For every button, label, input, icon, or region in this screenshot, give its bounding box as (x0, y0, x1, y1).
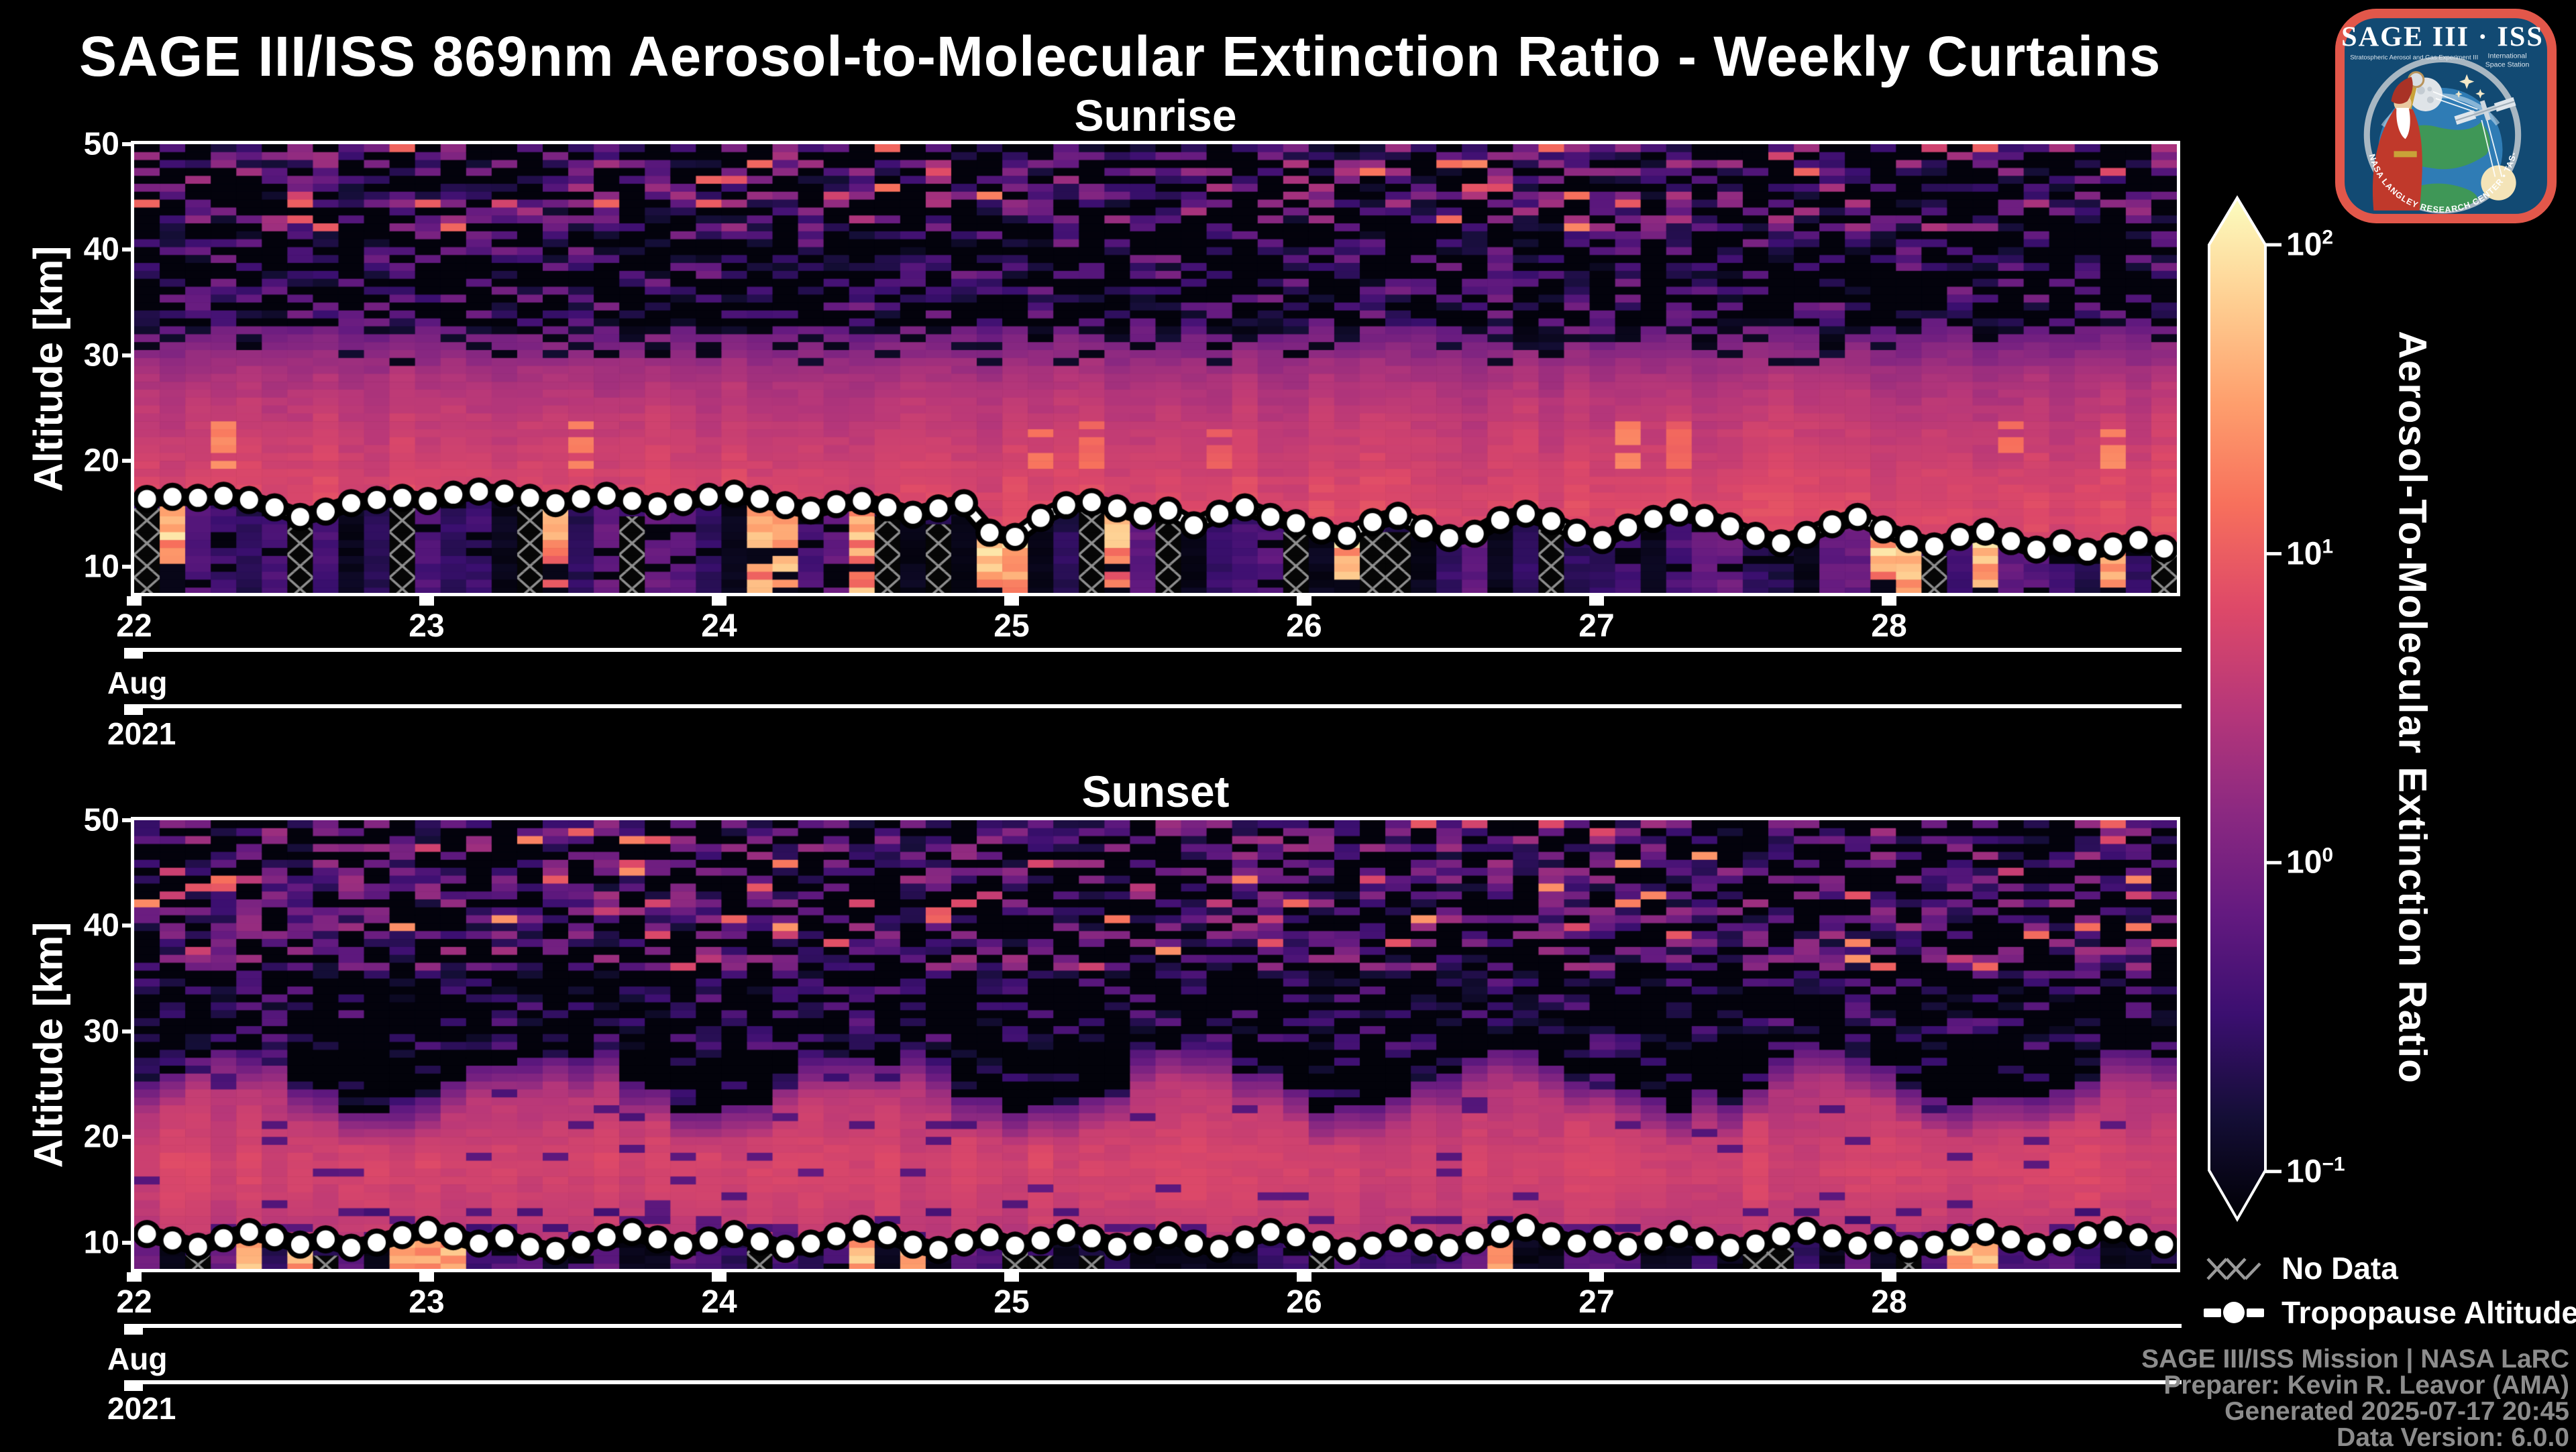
footer-line: SAGE III/ISS Mission | NASA LaRC (2141, 1345, 2569, 1374)
legend-tropopause-label: Tropopause Altitude (2282, 1295, 2576, 1330)
x-tick-label: 22 (116, 1284, 152, 1320)
colorbar-tick-label: 102 (2286, 226, 2334, 263)
sunrise-year-axis-line (124, 704, 2182, 708)
x-tick-label: 26 (1286, 1284, 1322, 1320)
sunrise-panel-title: Sunrise (1074, 91, 1237, 140)
y-tick-label: 10 (83, 1225, 119, 1261)
y-tick-label: 10 (83, 549, 119, 585)
y-tick-label: 40 (83, 907, 119, 944)
y-tick-label: 20 (83, 1119, 119, 1155)
y-tick-label: 30 (83, 337, 119, 374)
logo-subtitle-right-1: International (2488, 52, 2527, 60)
colorbar-gradient-arrow (2208, 195, 2267, 1223)
x-tick-label: 25 (994, 1284, 1030, 1320)
logo-stars (2455, 74, 2485, 99)
logo-subtitle-left: Stratospheric Aerosol and Gas Experiment… (2350, 54, 2478, 61)
x-tick-mark (1004, 1272, 1019, 1282)
y-tick-mark (122, 1135, 132, 1139)
x-tick-label: 27 (1578, 608, 1615, 644)
x-tick-mark (1004, 596, 1019, 606)
logo-wizard (2372, 71, 2425, 211)
mission-logo: SAGE III · ISS Stratospheric Aerosol and… (2333, 8, 2557, 223)
sunset-year-axis-line (124, 1380, 2182, 1384)
colorbar-tick-marks (2265, 243, 2282, 1174)
y-tick-mark (122, 924, 132, 928)
x-tick-label: 23 (409, 608, 445, 644)
x-tick-label: 27 (1578, 1284, 1615, 1320)
sunrise-month-axis-line (124, 648, 2182, 652)
y-tick-mark (122, 142, 132, 146)
no-data-hatch-icon (2204, 1249, 2264, 1287)
sunset-month-label: Aug (107, 1341, 168, 1376)
y-tick-mark (122, 818, 132, 822)
sunset-year-label: 2021 (107, 1391, 176, 1426)
x-tick-mark (1882, 1272, 1896, 1282)
sunrise-heatmap (131, 141, 2180, 596)
legend-tropopause: Tropopause Altitude (2204, 1293, 2576, 1332)
y-tick-label: 20 (83, 443, 119, 479)
x-tick-mark (1589, 596, 1604, 606)
y-tick-label: 50 (83, 802, 119, 838)
x-tick-label: 22 (116, 608, 152, 644)
logo-iss (2454, 97, 2516, 125)
sunrise-year-label: 2021 (107, 716, 176, 751)
logo-sun (2481, 165, 2516, 201)
x-tick-label: 26 (1286, 608, 1322, 644)
x-tick-label: 24 (701, 1284, 737, 1320)
footer-credits: SAGE III/ISS Mission | NASA LaRC Preparer… (2141, 1346, 2569, 1451)
colorbar-tick-label: 100 (2286, 844, 2334, 881)
sunrise-month-label: Aug (107, 665, 168, 700)
x-tick-mark (127, 596, 142, 606)
colorbar (2208, 195, 2282, 1223)
sunset-panel-title: Sunset (1081, 767, 1230, 816)
sunset-heatmap (131, 817, 2180, 1272)
logo-title: SAGE III · ISS (2341, 21, 2544, 52)
x-tick-mark (1589, 1272, 1604, 1282)
x-tick-mark (712, 596, 727, 606)
legend-no-data-label: No Data (2282, 1251, 2398, 1286)
x-tick-mark (1882, 596, 1896, 606)
x-tick-mark (127, 1272, 142, 1282)
x-tick-label: 28 (1871, 1284, 1907, 1320)
legend-no-data: No Data (2204, 1249, 2398, 1288)
y-tick-mark (122, 353, 132, 357)
colorbar-tick-label: 10−1 (2286, 1153, 2345, 1190)
y-tick-mark (122, 1240, 132, 1245)
footer-line: Preparer: Kevin R. Leavor (AMA) (2163, 1371, 2569, 1400)
x-tick-label: 28 (1871, 608, 1907, 644)
colorbar-tick-label: 101 (2286, 535, 2334, 572)
x-tick-mark (1297, 596, 1311, 606)
x-tick-label: 24 (701, 608, 737, 644)
y-tick-mark (122, 1029, 132, 1034)
y-tick-mark (122, 459, 132, 463)
tropopause-marker-icon (2204, 1302, 2264, 1323)
footer-line: Data Version: 6.0.0 (2337, 1423, 2569, 1452)
x-tick-mark (1297, 1272, 1311, 1282)
footer-line: Generated 2025-07-17 20:45 (2224, 1397, 2569, 1426)
y-tick-mark (122, 247, 132, 252)
colorbar-label: Aerosol-To-Molecular Extinction Ratio (2390, 331, 2434, 1084)
x-tick-mark (419, 1272, 434, 1282)
sunset-month-axis-line (124, 1324, 2182, 1328)
x-tick-mark (712, 1272, 727, 1282)
x-tick-label: 25 (994, 608, 1030, 644)
page-title: SAGE III/ISS 869nm Aerosol-to-Molecular … (79, 25, 2161, 88)
y-tick-label: 50 (83, 126, 119, 162)
y-tick-label: 30 (83, 1013, 119, 1050)
logo-sightline-beams (2432, 91, 2503, 177)
x-tick-mark (419, 596, 434, 606)
x-tick-label: 23 (409, 1284, 445, 1320)
y-tick-label: 40 (83, 231, 119, 268)
y-tick-mark (122, 564, 132, 569)
logo-subtitle-right-2: Space Station (2485, 61, 2530, 69)
